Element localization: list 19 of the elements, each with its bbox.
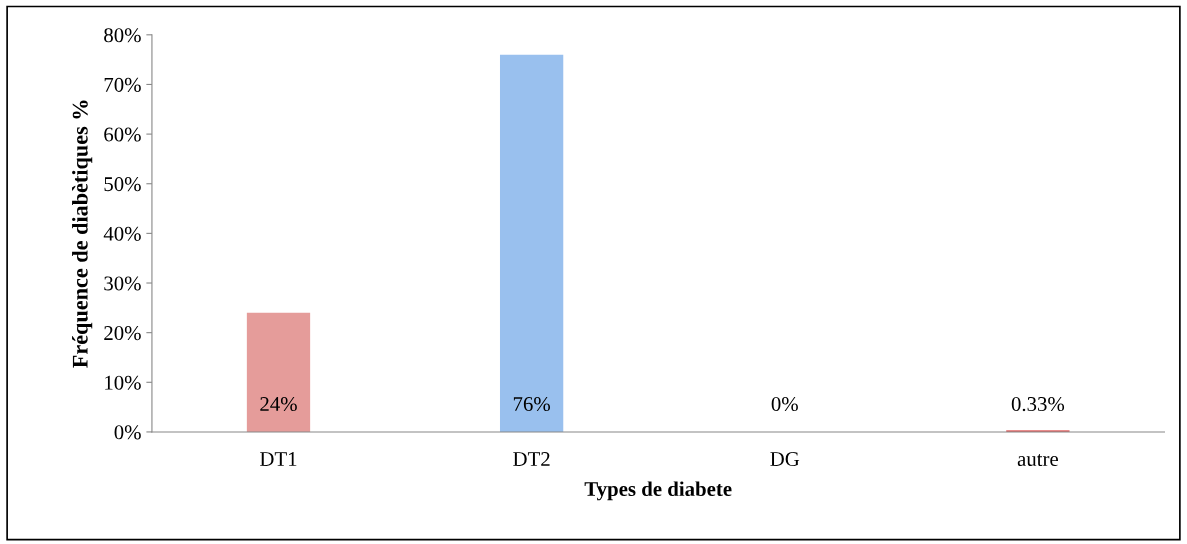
x-tick-label: DT1 — [260, 452, 297, 466]
y-tick-label: 30% — [104, 276, 141, 291]
y-tick-label: 70% — [104, 77, 141, 92]
data-label: 0.33% — [1011, 396, 1065, 412]
y-tick-label: 20% — [104, 326, 141, 341]
y-axis-title: Fréquence de diabètiques % — [72, 100, 93, 368]
data-label: 0% — [771, 396, 798, 412]
x-axis-title: Types de diabete — [584, 481, 732, 501]
data-label: 76% — [513, 396, 551, 412]
x-tick-label: DG — [770, 452, 800, 467]
data-label: 24% — [260, 396, 297, 412]
y-tick-label: 40% — [103, 226, 141, 241]
y-tick-label: 10% — [105, 375, 141, 390]
y-tick-label: 80% — [104, 28, 141, 43]
y-tick-label: 50% — [104, 177, 141, 192]
x-tick-label: DT2 — [513, 452, 550, 466]
y-tick-label: 60% — [104, 127, 141, 142]
x-tick-label: autre — [1017, 454, 1058, 467]
y-tick-label: 0% — [114, 425, 141, 440]
